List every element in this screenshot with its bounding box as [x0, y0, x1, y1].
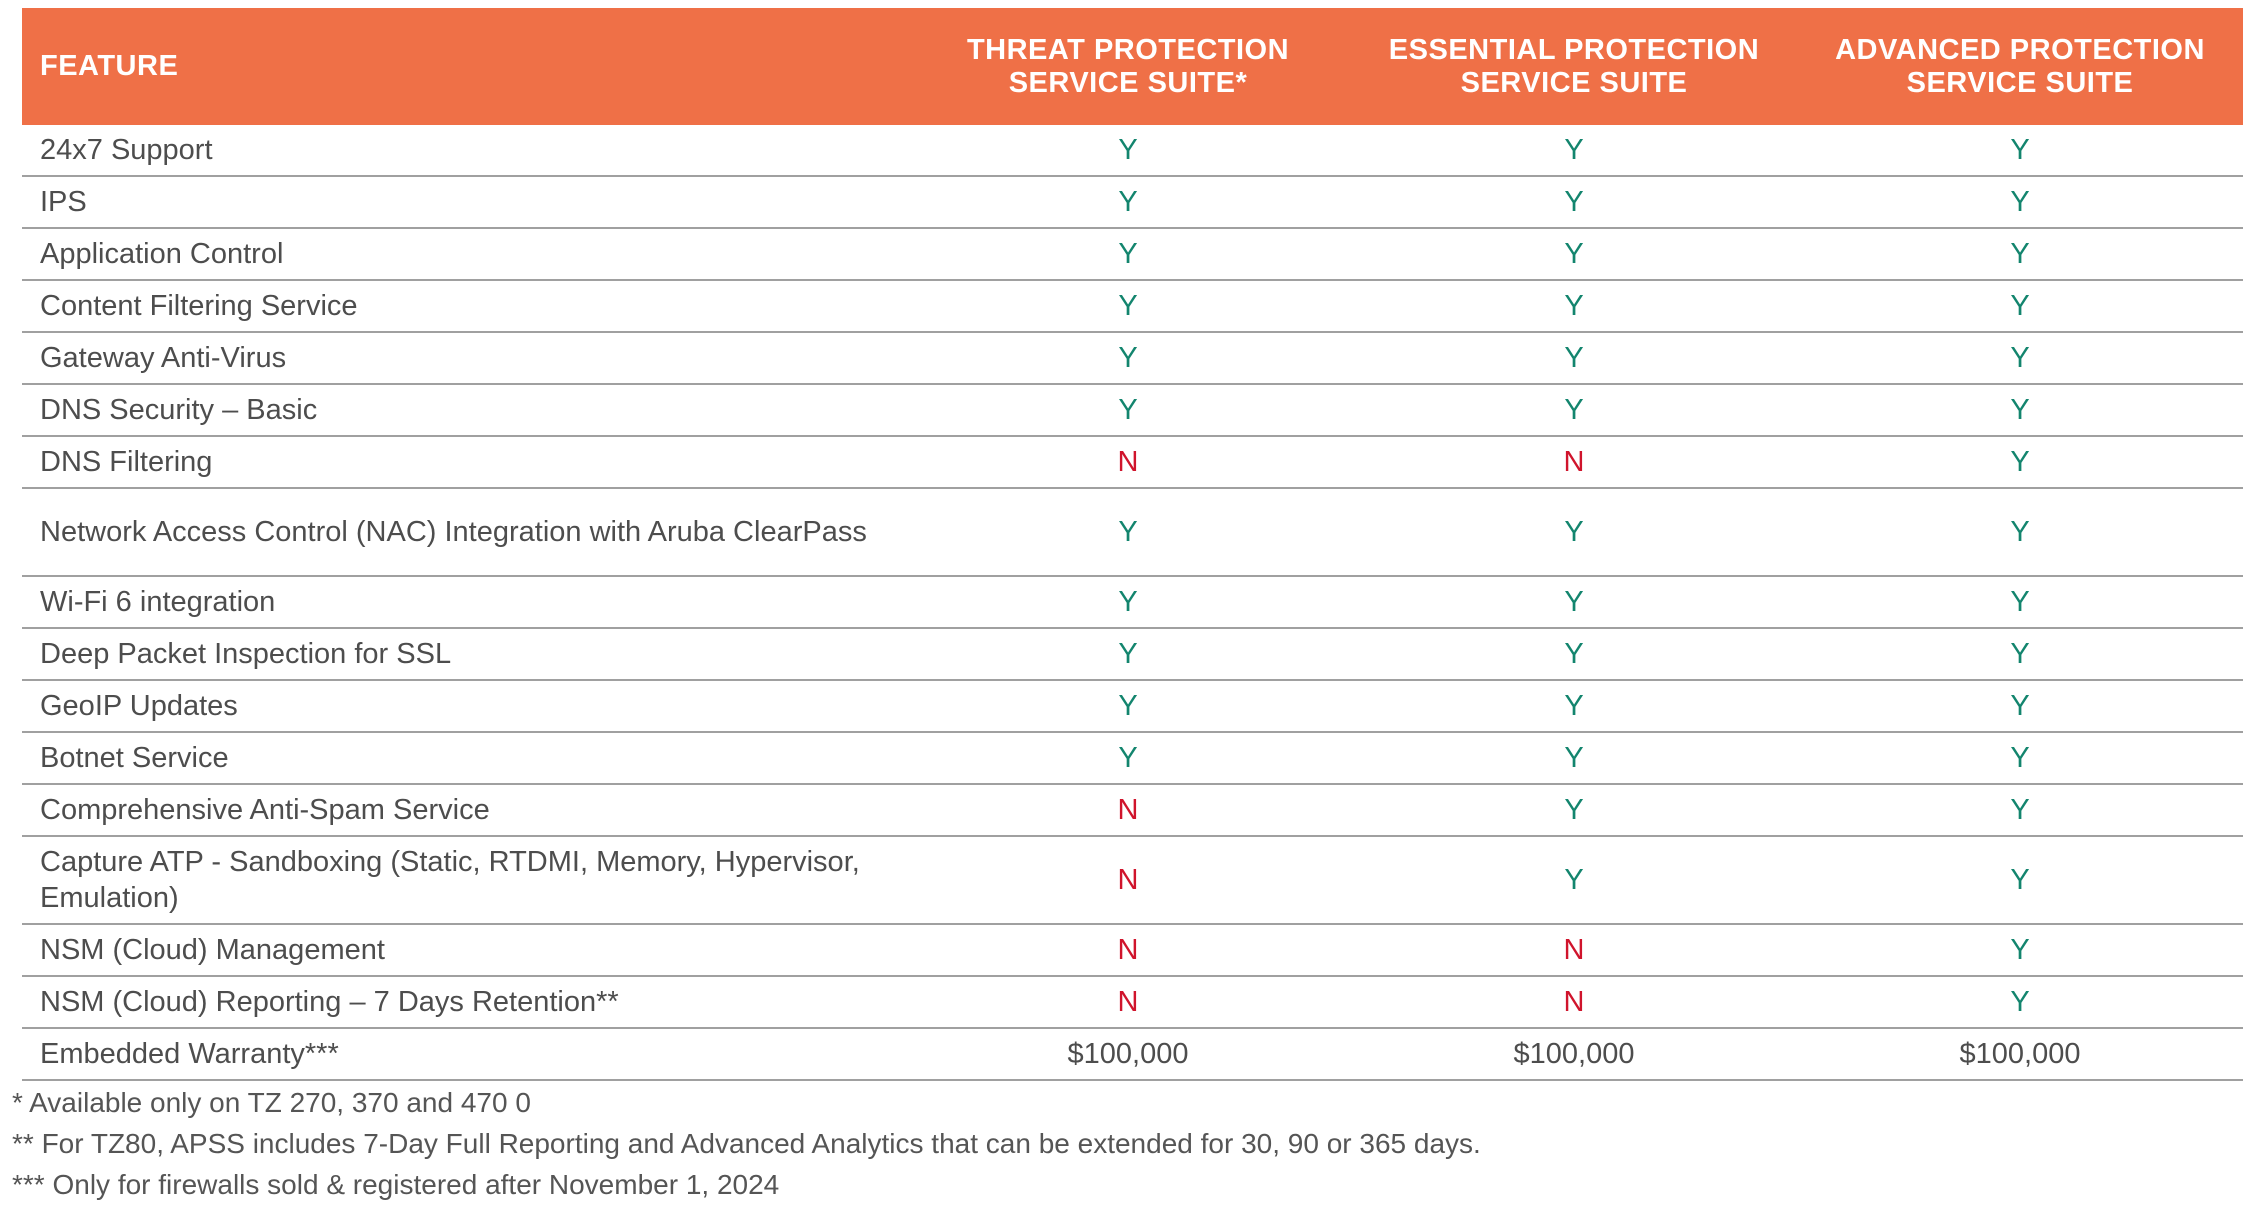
suite-value: Y [905, 280, 1351, 333]
feature-name: NSM (Cloud) Management [22, 924, 905, 977]
table-row: Botnet Service Y Y Y [22, 732, 2243, 785]
table-row: IPS Y Y Y [22, 176, 2243, 229]
suite-value: N [905, 976, 1351, 1029]
table-row: DNS Security – Basic Y Y Y [22, 384, 2243, 437]
suite-value: Y [1351, 332, 1797, 385]
feature-name: Network Access Control (NAC) Integration… [22, 488, 905, 577]
suite-value: Y [1797, 732, 2243, 785]
suite-value: $100,000 [905, 1028, 1351, 1081]
feature-name: IPS [22, 176, 905, 229]
feature-name: Comprehensive Anti-Spam Service [22, 784, 905, 837]
feature-name: Content Filtering Service [22, 280, 905, 333]
footnote: ** For TZ80, APSS includes 7-Day Full Re… [12, 1128, 1481, 1159]
suite-value: Y [1797, 228, 2243, 281]
suite-value: Y [1797, 976, 2243, 1029]
suite-value: Y [905, 576, 1351, 629]
feature-name: Application Control [22, 228, 905, 281]
suite-value: Y [1351, 836, 1797, 925]
suite-value: Y [1797, 436, 2243, 489]
suite-value: Y [1351, 784, 1797, 837]
suite-value: N [905, 924, 1351, 977]
table-row: Embedded Warranty*** $100,000 $100,000 $100… [22, 1028, 2243, 1081]
suite-value: N [905, 784, 1351, 837]
feature-name: NSM (Cloud) Reporting – 7 Days Retention… [22, 976, 905, 1029]
suite-value: Y [1351, 384, 1797, 437]
table-row: Comprehensive Anti-Spam Service N Y Y [22, 784, 2243, 837]
footnote: * Available only on TZ 270, 370 and 470 … [12, 1087, 531, 1118]
suite-value: Y [905, 732, 1351, 785]
table-row: Network Access Control (NAC) Integration… [22, 488, 2243, 577]
footnotes: * Available only on TZ 270, 370 and 470 … [12, 1082, 1481, 1205]
suite-value: Y [1797, 924, 2243, 977]
feature-name: Wi-Fi 6 integration [22, 576, 905, 629]
table-row: Gateway Anti-Virus Y Y Y [22, 332, 2243, 385]
suite-value: N [905, 836, 1351, 925]
table-row: NSM (Cloud) Reporting – 7 Days Retention… [22, 976, 2243, 1029]
suite-value: Y [905, 228, 1351, 281]
suite-value: Y [1797, 628, 2243, 681]
suite-value: Y [905, 384, 1351, 437]
header-advanced-protection: ADVANCED PROTECTION SERVICE SUITE [1797, 8, 2243, 125]
suite-value: Y [1797, 784, 2243, 837]
suite-value: Y [1797, 836, 2243, 925]
table-header-row: FEATURE THREAT PROTECTION SERVICE SUITE*… [22, 8, 2243, 125]
footnote: *** Only for firewalls sold & registered… [12, 1169, 780, 1200]
suite-value: Y [1351, 228, 1797, 281]
suite-value: Y [1797, 332, 2243, 385]
suite-value: Y [1797, 488, 2243, 577]
feature-name: Gateway Anti-Virus [22, 332, 905, 385]
feature-comparison-table: FEATURE THREAT PROTECTION SERVICE SUITE*… [22, 8, 2243, 1081]
feature-name: DNS Security – Basic [22, 384, 905, 437]
feature-name: Capture ATP - Sandboxing (Static, RTDMI,… [22, 836, 905, 925]
table-row: 24x7 Support Y Y Y [22, 125, 2243, 177]
suite-value: Y [1351, 488, 1797, 577]
suite-value: $100,000 [1797, 1028, 2243, 1081]
suite-value: Y [1351, 125, 1797, 177]
feature-name: Embedded Warranty*** [22, 1028, 905, 1081]
table-row: Deep Packet Inspection for SSL Y Y Y [22, 628, 2243, 681]
suite-value: N [1351, 924, 1797, 977]
table-row: NSM (Cloud) Management N N Y [22, 924, 2243, 977]
suite-value: Y [1351, 732, 1797, 785]
suite-value: Y [1797, 576, 2243, 629]
table-row: Application Control Y Y Y [22, 228, 2243, 281]
feature-name: Deep Packet Inspection for SSL [22, 628, 905, 681]
suite-value: Y [905, 680, 1351, 733]
feature-name: Botnet Service [22, 732, 905, 785]
table-row: Content Filtering Service Y Y Y [22, 280, 2243, 333]
table-row: Wi-Fi 6 integration Y Y Y [22, 576, 2243, 629]
table-row: Capture ATP - Sandboxing (Static, RTDMI,… [22, 836, 2243, 925]
feature-name: 24x7 Support [22, 125, 905, 177]
suite-value: Y [1797, 680, 2243, 733]
feature-name: GeoIP Updates [22, 680, 905, 733]
suite-value: Y [905, 125, 1351, 177]
suite-value: Y [1351, 680, 1797, 733]
table-row: DNS Filtering N N Y [22, 436, 2243, 489]
suite-value: Y [905, 176, 1351, 229]
suite-value: Y [1351, 280, 1797, 333]
suite-value: Y [1797, 125, 2243, 177]
suite-value: Y [905, 628, 1351, 681]
suite-value: $100,000 [1351, 1028, 1797, 1081]
suite-value: N [905, 436, 1351, 489]
suite-value: N [1351, 976, 1797, 1029]
header-essential-protection: ESSENTIAL PROTECTION SERVICE SUITE [1351, 8, 1797, 125]
suite-value: Y [1351, 176, 1797, 229]
header-feature: FEATURE [22, 8, 905, 125]
header-threat-protection: THREAT PROTECTION SERVICE SUITE* [905, 8, 1351, 125]
table-row: GeoIP Updates Y Y Y [22, 680, 2243, 733]
suite-value: Y [1797, 384, 2243, 437]
suite-value: Y [1797, 176, 2243, 229]
suite-value: N [1351, 436, 1797, 489]
suite-value: Y [1351, 576, 1797, 629]
suite-value: Y [905, 488, 1351, 577]
feature-name: DNS Filtering [22, 436, 905, 489]
suite-value: Y [1351, 628, 1797, 681]
suite-value: Y [905, 332, 1351, 385]
suite-value: Y [1797, 280, 2243, 333]
